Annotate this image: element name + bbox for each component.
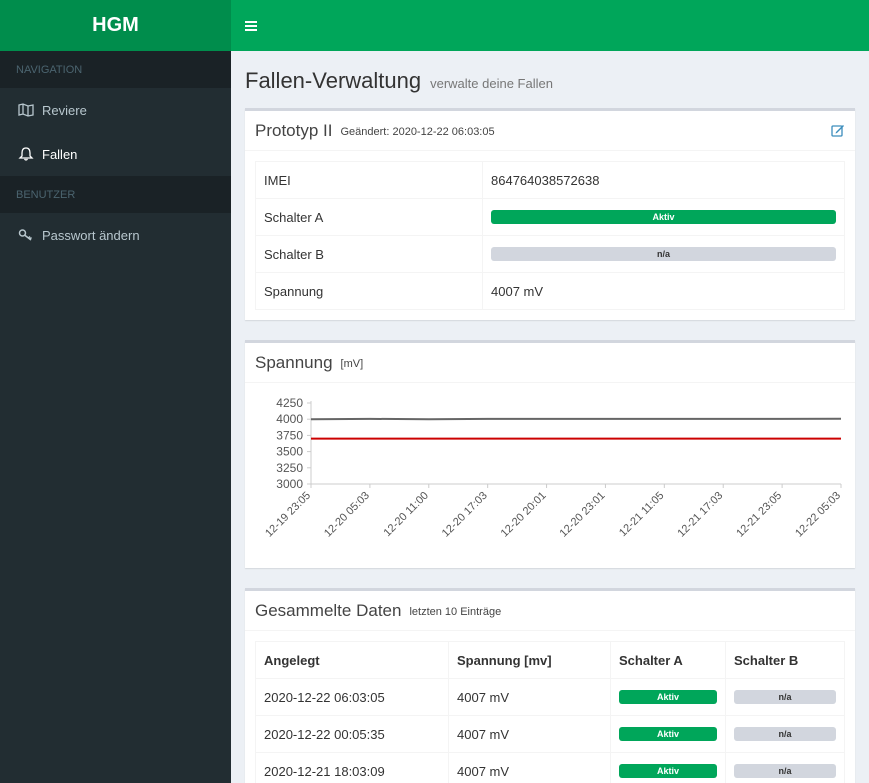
sidebar-item-label: Reviere: [42, 102, 87, 118]
status-badge: Aktiv: [619, 764, 717, 778]
status-badge: n/a: [734, 764, 836, 778]
y-tick-label: 3250: [276, 461, 303, 475]
top-navbar: [231, 0, 869, 51]
collected-box: Gesammelte Daten letzten 10 Einträge Ang…: [245, 588, 855, 783]
table-row: Schalter A Aktiv: [255, 198, 845, 236]
sidebar-item-passwort[interactable]: Passwort ändern: [0, 213, 231, 257]
status-badge: n/a: [734, 727, 836, 741]
x-tick-label: 12-20 11:00: [381, 490, 430, 539]
nav-section-header: NAVIGATION: [0, 51, 231, 88]
status-badge: Aktiv: [491, 210, 836, 224]
chart-container: 3000 3250 3500 3750 4000 4250 12-19 23:05 12-20…: [245, 383, 855, 568]
y-tick-label: 4000: [276, 412, 303, 426]
cell-date: 2020-12-22 06:03:05: [255, 678, 449, 716]
collected-subtitle: letzten 10 Einträge: [409, 606, 502, 618]
collected-title: Gesammelte Daten: [255, 600, 402, 620]
x-tick-label: 12-20 20:01: [499, 490, 549, 540]
column-header[interactable]: Schalter B: [725, 641, 845, 679]
cell-voltage: 4007 mV: [448, 715, 611, 753]
chart-title: Spannung: [255, 352, 333, 372]
table-header-row: Angelegt Spannung [mv] Schalter A Schalt…: [255, 641, 845, 679]
table-row: Spannung 4007 mV: [255, 272, 845, 310]
edit-icon[interactable]: [831, 124, 845, 137]
row-label: IMEI: [255, 161, 483, 199]
main-content: Fallen-Verwaltung verwalte deine Fallen …: [231, 51, 869, 783]
collected-table: Angelegt Spannung [mv] Schalter A Schalt…: [255, 641, 845, 783]
x-tick-label: 12-20 05:03: [322, 490, 372, 540]
x-tick-label: 12-22 05:03: [793, 490, 843, 540]
collected-box-header: Gesammelte Daten letzten 10 Einträge: [245, 591, 855, 631]
key-icon: [18, 229, 33, 241]
status-badge: n/a: [491, 247, 836, 261]
row-label: Schalter A: [255, 198, 483, 236]
chart-box: Spannung [mV] 3000 3250 3500 3750 4000 4250 12…: [245, 340, 855, 568]
device-box: Prototyp II Geändert: 2020-12-22 06:03:0…: [245, 108, 855, 320]
chart-box-header: Spannung [mV]: [245, 343, 855, 383]
device-name: Prototyp II: [255, 120, 333, 140]
bell-icon: [18, 147, 34, 161]
table-row: Schalter B n/a: [255, 235, 845, 273]
table-row: 2020-12-22 00:05:35 4007 mV Aktiv n/a: [255, 715, 845, 753]
column-header[interactable]: Angelegt: [255, 641, 449, 679]
sidebar-item-reviere[interactable]: Reviere: [0, 88, 231, 132]
device-changed: Geändert: 2020-12-22 06:03:05: [340, 126, 495, 138]
row-label: Spannung: [255, 272, 483, 310]
column-header[interactable]: Spannung [mv]: [448, 641, 611, 679]
sidebar-item-label: Passwort ändern: [42, 227, 140, 243]
collected-box-body: Angelegt Spannung [mv] Schalter A Schalt…: [245, 631, 855, 783]
device-box-body: IMEI 864764038572638 Schalter A Aktiv Sc…: [245, 151, 855, 320]
x-tick-label: 12-20 23:01: [558, 490, 608, 540]
nav-section-header: BENUTZER: [0, 176, 231, 213]
y-tick-label: 3000: [276, 477, 303, 491]
sidebar-item-label: Fallen: [42, 146, 78, 162]
column-header[interactable]: Schalter A: [610, 641, 726, 679]
x-tick-label: 12-19 23:05: [263, 490, 313, 540]
y-tick-label: 3750: [276, 428, 303, 442]
cell-date: 2020-12-22 00:05:35: [255, 715, 449, 753]
x-tick-label: 12-20 17:03: [440, 490, 490, 540]
cell-date: 2020-12-21 18:03:09: [255, 752, 449, 783]
imei-value: 864764038572638: [482, 161, 845, 199]
status-badge: Aktiv: [619, 690, 717, 704]
device-box-header: Prototyp II Geändert: 2020-12-22 06:03:0…: [245, 111, 855, 151]
table-row: IMEI 864764038572638: [255, 161, 845, 199]
x-tick-label: 12-21 17:03: [675, 490, 725, 540]
table-row: 2020-12-21 18:03:09 4007 mV Aktiv n/a: [255, 752, 845, 783]
map-icon: [18, 103, 34, 117]
voltage-value: 4007 mV: [482, 272, 845, 310]
app-logo[interactable]: HGM: [0, 0, 231, 51]
y-tick-label: 3500: [276, 445, 303, 459]
x-tick-label: 12-21 23:05: [734, 490, 784, 540]
page-subtitle: verwalte deine Fallen: [430, 76, 553, 91]
status-badge: n/a: [734, 690, 836, 704]
table-row: 2020-12-22 06:03:05 4007 mV Aktiv n/a: [255, 678, 845, 716]
status-badge: Aktiv: [619, 727, 717, 741]
page-title: Fallen-Verwaltung: [245, 68, 422, 93]
sidebar-item-fallen[interactable]: Fallen: [0, 132, 231, 176]
cell-voltage: 4007 mV: [448, 752, 611, 783]
cell-voltage: 4007 mV: [448, 678, 611, 716]
sidebar: HGM NAVIGATION Reviere Fallen BENUTZER P…: [0, 0, 231, 783]
y-tick-label: 4250: [276, 396, 303, 410]
device-table: IMEI 864764038572638 Schalter A Aktiv Sc…: [255, 161, 845, 310]
chart-unit: [mV]: [340, 358, 364, 370]
row-label: Schalter B: [255, 235, 483, 273]
page-header: Fallen-Verwaltung verwalte deine Fallen: [245, 68, 855, 108]
menu-toggle-icon[interactable]: [245, 19, 261, 33]
x-tick-label: 12-21 11:05: [617, 490, 666, 539]
